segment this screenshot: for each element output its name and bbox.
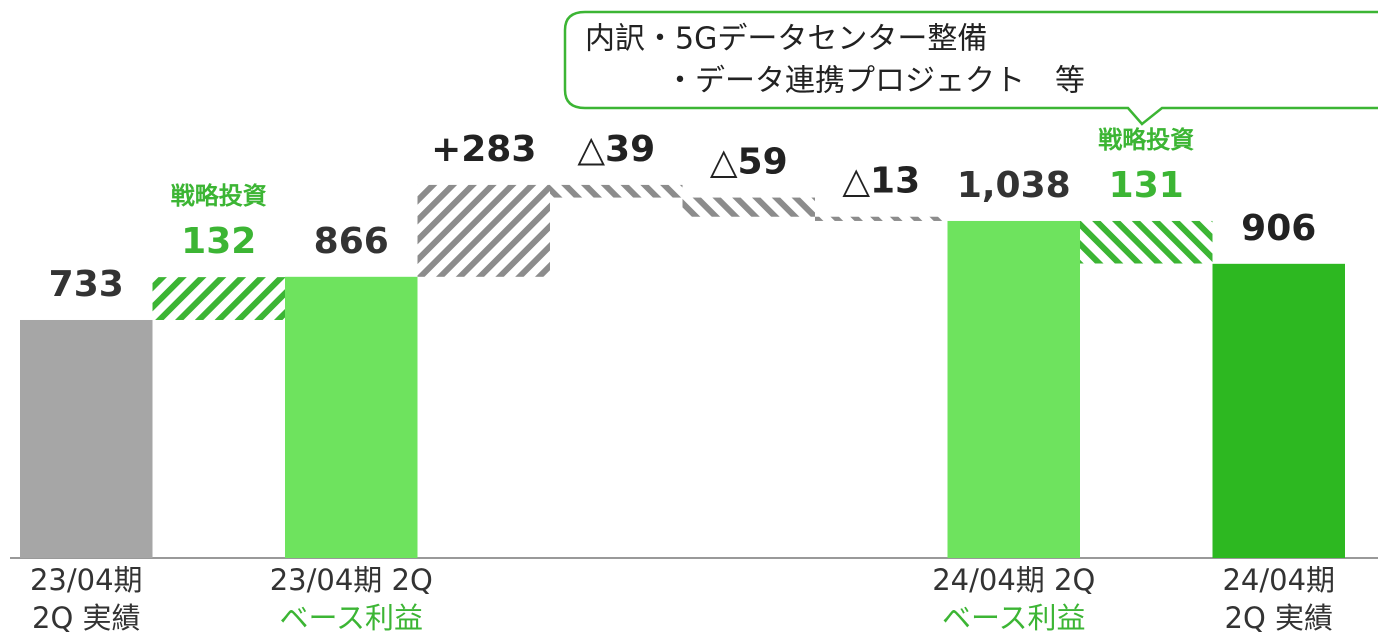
callout-box [563, 10, 1378, 126]
value-label: 866 [314, 221, 389, 262]
value-label: 906 [1241, 208, 1316, 249]
value-label: 1,038 [957, 165, 1071, 206]
callout-line: ・データ連携プロジェクト 等 [665, 64, 1085, 99]
x-tick-label: 2Q 実績 [32, 601, 141, 635]
bar [1080, 220, 1213, 264]
x-tick-label: ベース利益 [279, 601, 423, 635]
bar [682, 197, 815, 217]
bar [550, 184, 683, 198]
callout-line: 内訳・5Gデータセンター整備 [585, 22, 987, 57]
value-label: △59 [710, 142, 788, 183]
value-label: △39 [577, 129, 655, 170]
strategic-label: 戦略投資 [1098, 126, 1194, 154]
x-tick-label: 24/04期 2Q [932, 563, 1095, 597]
x-tick-label: 23/04期 2Q [270, 563, 433, 597]
bar [1212, 263, 1345, 558]
strategic-label: 戦略投資 [171, 182, 267, 210]
bar [815, 216, 948, 221]
x-tick-label: 24/04期 [1222, 563, 1335, 597]
x-tick-label: 23/04期 [30, 563, 143, 597]
value-label: 131 [1109, 165, 1184, 206]
bar [20, 319, 153, 558]
value-label: +283 [431, 129, 536, 170]
x-tick-label: ベース利益 [942, 601, 1086, 635]
bar [285, 276, 418, 558]
value-label: 132 [181, 221, 256, 262]
bar [417, 184, 550, 277]
bar [152, 277, 285, 320]
value-label: △13 [842, 161, 920, 202]
bar [947, 220, 1080, 558]
x-tick-label: 2Q 実績 [1225, 601, 1334, 635]
value-label: 733 [49, 264, 124, 305]
